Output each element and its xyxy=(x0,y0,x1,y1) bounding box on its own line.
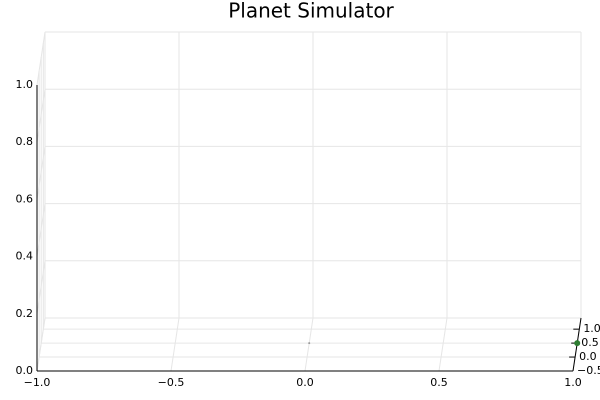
y-tick-label: −0.5 xyxy=(577,364,600,377)
grid-line xyxy=(36,317,46,372)
chart-title: Planet Simulator xyxy=(228,0,394,23)
x-tick-label: 1.0 xyxy=(564,376,582,389)
planet xyxy=(308,342,311,345)
grid-line xyxy=(36,31,46,86)
z-tick-label: 0.4 xyxy=(16,250,34,263)
y-tick-label: 1.0 xyxy=(583,322,600,335)
z-tick-label: 0.8 xyxy=(16,135,34,148)
grid-line xyxy=(36,146,46,200)
grid-line xyxy=(438,317,448,372)
x-tick-label: −1.0 xyxy=(24,376,51,389)
planet xyxy=(574,340,581,347)
x-tick-label: 0.0 xyxy=(296,376,314,389)
x-tick-label: 0.5 xyxy=(430,376,448,389)
z-tick-label: 0.6 xyxy=(16,192,34,205)
grid-line xyxy=(170,317,180,372)
z-tick-label: 1.0 xyxy=(16,78,34,91)
y-tick-label: 0.5 xyxy=(581,336,599,349)
z-tick-label: 0.2 xyxy=(16,307,34,320)
grid-line xyxy=(304,317,314,372)
grid-line xyxy=(36,203,46,257)
grid-line xyxy=(36,89,46,143)
y-tick-label: 0.0 xyxy=(579,350,597,363)
grid-line xyxy=(36,260,46,314)
x-tick-label: −0.5 xyxy=(158,376,185,389)
z-tick-label: 0.0 xyxy=(16,364,34,377)
